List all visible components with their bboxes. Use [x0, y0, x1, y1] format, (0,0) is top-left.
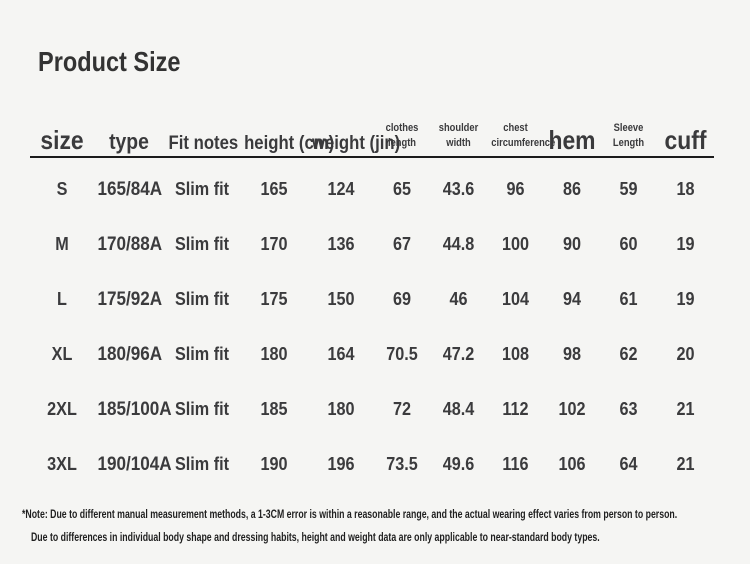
col-header-sleeve-length: Sleeve Length [612, 122, 645, 149]
cell-chest-circumference: 100 [501, 234, 530, 254]
cell-type: 190/104A [97, 453, 172, 475]
col-header-chest-circumference: chest circumference [491, 122, 556, 149]
cell-shoulder-width: 49.6 [442, 454, 475, 474]
cell-clothes-length: 67 [392, 234, 412, 254]
footnote-body-types: Due to differences in individual body sh… [31, 532, 600, 544]
cell-fit-notes: Slim fit [174, 234, 229, 254]
cell-sleeve-length: 63 [619, 399, 638, 419]
cell-type: 170/88A [97, 233, 163, 255]
cell-fit-notes: Slim fit [174, 289, 229, 309]
cell-clothes-length: 69 [392, 289, 412, 309]
cell-shoulder-width: 46 [449, 289, 468, 309]
cell-type: 185/100A [97, 398, 172, 420]
cell-hem: 98 [562, 344, 582, 364]
cell-clothes-length: 65 [392, 179, 412, 199]
cell-cuff: 20 [676, 344, 695, 364]
cell-height: 175 [260, 289, 288, 309]
table-row-l: L 175/92A Slim fit 175 150 69 46 104 94 … [30, 272, 714, 327]
cell-size: L [57, 289, 67, 309]
col-header-size: size [40, 125, 84, 155]
cell-height: 190 [260, 454, 288, 474]
col-header-shoulder-width: shoulder width [438, 122, 479, 149]
cell-hem: 94 [562, 289, 582, 309]
cell-weight: 180 [327, 399, 355, 419]
size-table-header-row: size type Fit notes height (cm) weight (… [30, 106, 714, 158]
size-table-body: S 165/84A Slim fit 165 124 65 43.6 96 86… [30, 158, 714, 492]
cell-chest-circumference: 108 [501, 344, 530, 364]
cell-clothes-length: 72 [392, 399, 412, 419]
cell-hem: 106 [558, 454, 586, 474]
cell-size: M [55, 234, 69, 254]
cell-cuff: 21 [676, 454, 695, 474]
cell-height: 180 [260, 344, 288, 364]
table-row-3xl: 3XL 190/104A Slim fit 190 196 73.5 49.6 … [30, 437, 714, 492]
cell-type: 175/92A [97, 288, 163, 310]
cell-shoulder-width: 43.6 [442, 179, 475, 199]
cell-shoulder-width: 44.8 [442, 234, 475, 254]
cell-weight: 136 [327, 234, 355, 254]
footnotes: *Note: Due to different manual measureme… [22, 504, 750, 550]
cell-fit-notes: Slim fit [174, 399, 229, 419]
cell-hem: 90 [562, 234, 582, 254]
cell-shoulder-width: 48.4 [442, 399, 475, 419]
cell-size: XL [51, 344, 73, 364]
cell-size: S [56, 179, 68, 199]
cell-sleeve-length: 64 [619, 454, 638, 474]
cell-cuff: 19 [676, 289, 695, 309]
cell-sleeve-length: 62 [619, 344, 638, 364]
table-row-2xl: 2XL 185/100A Slim fit 185 180 72 48.4 11… [30, 382, 714, 437]
cell-type: 165/84A [97, 178, 163, 200]
cell-sleeve-length: 61 [619, 289, 638, 309]
table-row-s: S 165/84A Slim fit 165 124 65 43.6 96 86… [30, 162, 714, 217]
cell-fit-notes: Slim fit [174, 344, 229, 364]
cell-weight: 124 [327, 179, 355, 199]
col-header-clothes-length: clothes length [385, 122, 419, 149]
cell-hem: 102 [558, 399, 586, 419]
cell-fit-notes: Slim fit [174, 179, 229, 199]
cell-hem: 86 [562, 179, 582, 199]
cell-chest-circumference: 112 [502, 399, 529, 419]
cell-weight: 164 [327, 344, 355, 364]
col-header-hem: hem [548, 125, 596, 155]
cell-weight: 196 [327, 454, 355, 474]
cell-size: 3XL [47, 454, 77, 474]
cell-height: 185 [260, 399, 288, 419]
cell-type: 180/96A [97, 343, 163, 365]
cell-chest-circumference: 96 [506, 179, 525, 199]
footnote-measurement-error: *Note: Due to different manual measureme… [22, 509, 678, 521]
cell-chest-circumference: 116 [502, 454, 529, 474]
cell-height: 170 [260, 234, 288, 254]
col-header-weight: weight (jin) [311, 133, 401, 154]
cell-sleeve-length: 59 [619, 179, 638, 199]
cell-clothes-length: 73.5 [386, 454, 418, 474]
col-header-type: type [109, 129, 149, 154]
cell-shoulder-width: 47.2 [442, 344, 475, 364]
col-header-height: height (cm) [244, 133, 335, 154]
table-row-m: M 170/88A Slim fit 170 136 67 44.8 100 9… [30, 217, 714, 272]
col-header-fit-notes: Fit notes [168, 133, 239, 154]
size-table: size type Fit notes height (cm) weight (… [30, 106, 714, 492]
cell-size: 2XL [47, 399, 77, 419]
cell-cuff: 18 [676, 179, 695, 199]
cell-sleeve-length: 60 [619, 234, 638, 254]
cell-cuff: 21 [676, 399, 695, 419]
cell-chest-circumference: 104 [501, 289, 530, 309]
cell-weight: 150 [327, 289, 355, 309]
cell-height: 165 [260, 179, 288, 199]
cell-cuff: 19 [676, 234, 695, 254]
cell-clothes-length: 70.5 [386, 344, 418, 364]
table-row-xl: XL 180/96A Slim fit 180 164 70.5 47.2 10… [30, 327, 714, 382]
page-title: Product Size [38, 46, 181, 77]
col-header-cuff: cuff [664, 125, 707, 155]
cell-fit-notes: Slim fit [174, 454, 229, 474]
